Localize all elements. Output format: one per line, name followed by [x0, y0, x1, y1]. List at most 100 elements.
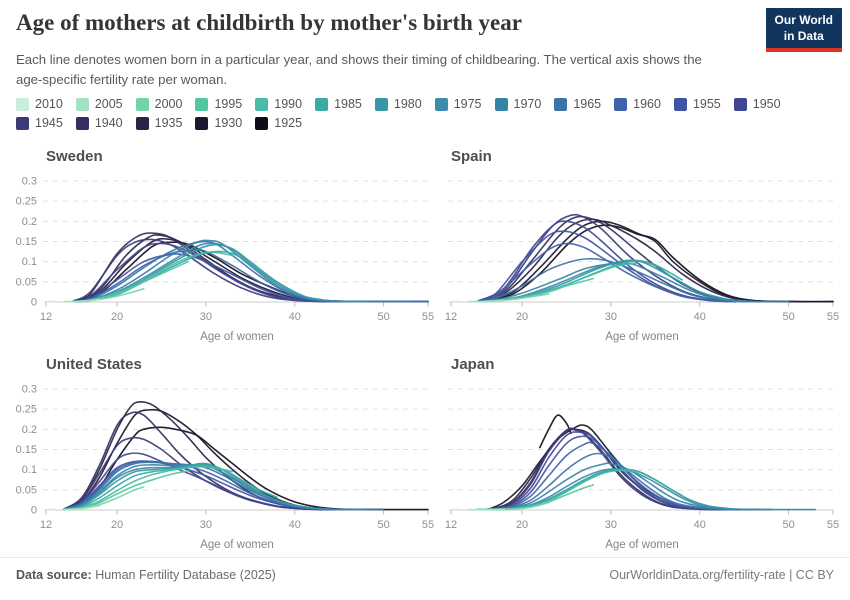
chart-subtitle: Each line denotes women born in a partic…	[16, 52, 702, 87]
series-line-1945[interactable]	[476, 428, 728, 511]
x-tick-label: 30	[605, 311, 617, 323]
x-tick-label: 12	[40, 519, 52, 531]
x-tick-label: 20	[111, 311, 123, 323]
y-tick-label: 0.05	[16, 276, 37, 288]
x-tick-label: 40	[289, 311, 301, 323]
series-line-1925[interactable]	[71, 241, 429, 303]
legend-label: 1985	[334, 97, 362, 111]
x-tick-label: 30	[605, 519, 617, 531]
x-tick-label: 50	[782, 519, 794, 531]
series-line-1990[interactable]	[62, 465, 234, 511]
panel-title-sweden: Sweden	[46, 148, 103, 165]
legend-label: 1935	[154, 116, 183, 130]
series-line-1955[interactable]	[476, 435, 737, 511]
series-line-1960[interactable]	[476, 441, 737, 511]
x-tick-label: 55	[827, 519, 839, 531]
series-line-1950[interactable]	[62, 452, 332, 511]
data-source-label: Data source:	[16, 568, 92, 582]
x-axis-label: Age of women	[605, 539, 679, 551]
legend-label: 1975	[453, 97, 482, 111]
y-tick-label: 0	[31, 297, 37, 309]
legend-swatch-1975	[434, 97, 448, 111]
series-line-1965[interactable]	[476, 452, 737, 511]
chart-japan[interactable]: 12 20 30 40 50 55 Age of women	[405, 380, 845, 556]
series-line-2005[interactable]	[62, 505, 101, 511]
legend-item-1970[interactable]: 1970	[494, 97, 542, 111]
panel-united-states: United States 0 0.05 0.1 0.15 0.2 0.25 0.3 12 20…	[0, 356, 440, 562]
series-line-1965[interactable]	[71, 240, 429, 303]
y-tick-label: 0.15	[16, 444, 37, 456]
legend-swatch-1940	[75, 116, 89, 130]
charts-grid: Sweden 0 0.05 0.1 0.15 0.2 0.25 0.3 12 20 30 40 50 5…	[0, 148, 850, 560]
legend-item-1930[interactable]: 1930	[195, 116, 242, 130]
legend-swatch-1990	[255, 97, 269, 111]
data-source[interactable]: Data source: Human Fertility Database (2…	[16, 568, 276, 582]
data-source-text: Human Fertility Database (2025)	[91, 568, 276, 582]
legend-label: 2005	[94, 97, 123, 111]
legend-label: 1980	[393, 97, 422, 111]
series-line-1960[interactable]	[476, 242, 737, 303]
legend-swatch-2010	[16, 97, 29, 111]
legend-item-1960[interactable]: 1960	[614, 97, 661, 111]
legend-item-2010[interactable]: 2010	[16, 97, 63, 111]
series-line-2005[interactable]	[467, 299, 506, 303]
x-tick-label: 12	[40, 311, 52, 323]
legend-item-1935[interactable]: 1935	[135, 116, 183, 130]
owid-logo[interactable]: Our World in Data	[765, 8, 842, 53]
license-link[interactable]: CC BY	[795, 568, 834, 582]
legend-label: 1995	[214, 97, 243, 111]
y-tick-label: 0.2	[22, 216, 37, 228]
legend-item-1995[interactable]: 1995	[195, 97, 242, 111]
legend-label: 1945	[35, 116, 63, 130]
panel-title-spain: Spain	[451, 148, 492, 165]
series-line-2005[interactable]	[62, 298, 101, 303]
series-line-1970[interactable]	[476, 462, 816, 511]
legend-swatch-1950	[733, 97, 747, 111]
legend-item-1950[interactable]: 1950	[733, 97, 781, 111]
panel-sweden: Sweden 0 0.05 0.1 0.15 0.2 0.25 0.3 12 20 30 40 50 5…	[0, 148, 440, 354]
panel-spain: Spain 12 20 30 40 50 55 Age of women	[405, 148, 845, 354]
series-line-1935[interactable]	[485, 218, 799, 303]
legend-label: 1925	[274, 116, 303, 130]
series-line-1965[interactable]	[476, 257, 745, 303]
legend-item-1965[interactable]: 1965	[554, 97, 601, 111]
x-tick-label: 50	[377, 311, 389, 323]
legend-label: 1955	[692, 97, 721, 111]
x-tick-label: 50	[377, 519, 389, 531]
x-tick-label: 30	[200, 311, 212, 323]
series-line-1930[interactable]	[490, 424, 772, 511]
legend-label: 1970	[513, 97, 542, 111]
page-title: Age of mothers at childbirth by mother's…	[16, 10, 522, 35]
legend-item-1975[interactable]: 1975	[434, 97, 482, 111]
legend-item-1945[interactable]: 1945	[16, 116, 63, 130]
legend-swatch-1985	[315, 97, 329, 111]
chart-united-states[interactable]: 0 0.05 0.1 0.15 0.2 0.25 0.3 12 20 30 40 50 55 Age of…	[0, 380, 440, 556]
legend-swatch-1945	[16, 116, 29, 130]
series-line-1925[interactable]	[539, 414, 572, 449]
footer: Data source: Human Fertility Database (2…	[0, 557, 850, 582]
chart-sweden[interactable]: 0 0.05 0.1 0.15 0.2 0.25 0.3 12 20 30 40 50 55 Age of…	[0, 172, 440, 348]
y-tick-label: 0.3	[22, 176, 37, 188]
y-tick-label: 0.05	[16, 484, 37, 496]
legend-item-1925[interactable]: 1925	[255, 116, 302, 130]
chart-spain[interactable]: 12 20 30 40 50 55 Age of women	[405, 172, 845, 348]
x-tick-label: 40	[694, 519, 706, 531]
x-tick-label: 55	[827, 311, 839, 323]
legend-item-1955[interactable]: 1955	[673, 97, 721, 111]
y-tick-label: 0.25	[16, 404, 37, 416]
legend-item-2005[interactable]: 2005	[75, 97, 123, 111]
legend-item-1990[interactable]: 1990	[255, 97, 302, 111]
footer-link[interactable]: OurWorldinData.org/fertility-rate	[609, 568, 786, 582]
footer-divider: |	[785, 568, 796, 582]
x-tick-label: 20	[516, 311, 528, 323]
legend-swatch-1970	[494, 97, 508, 111]
legend-item-1980[interactable]: 1980	[374, 97, 422, 111]
series-line-1950[interactable]	[476, 220, 737, 303]
legend-label: 1930	[214, 116, 243, 130]
legend-item-2000[interactable]: 2000	[135, 97, 182, 111]
panel-japan: Japan 12 20 30 40 50 55 Age of women	[405, 356, 845, 562]
legend-item-1985[interactable]: 1985	[315, 97, 362, 111]
legend-item-1940[interactable]: 1940	[75, 116, 123, 130]
owid-logo-line1: Our World	[774, 13, 833, 27]
legend-swatch-1960	[614, 97, 628, 111]
